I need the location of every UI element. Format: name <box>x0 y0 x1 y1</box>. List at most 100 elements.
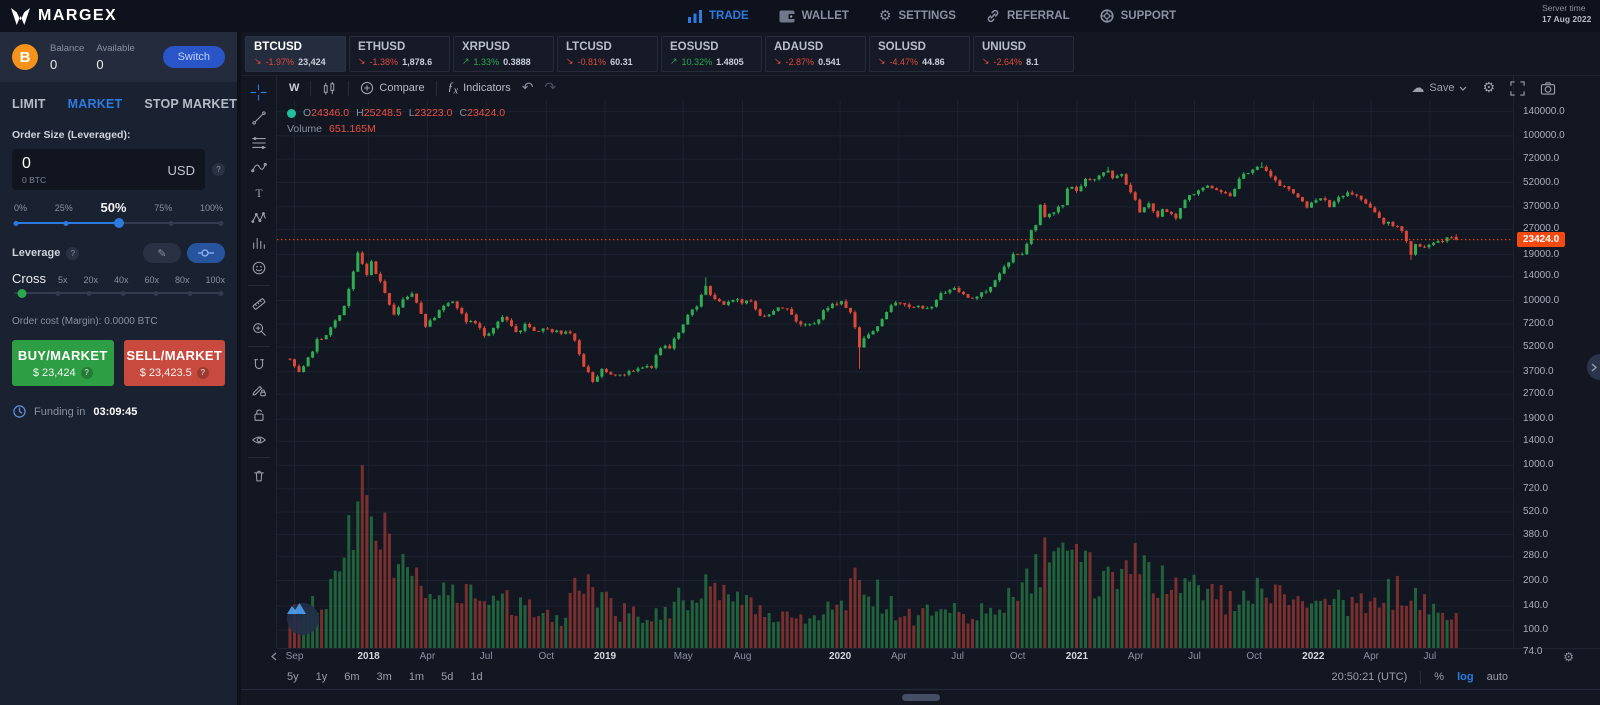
camera-icon[interactable] <box>1540 81 1556 95</box>
order-size-input[interactable]: 0 0 BTC USD <box>12 149 205 190</box>
lock-all-icon[interactable] <box>246 403 272 426</box>
market-tab-ltcusd[interactable]: LTCUSD ↘ -0.81% 60.31 <box>557 35 658 72</box>
percent-mark-0[interactable]: 0% <box>14 202 28 213</box>
leverage-mark-80x[interactable]: 80x <box>174 275 190 285</box>
order-tab-limit[interactable]: LIMIT <box>12 97 46 111</box>
range-button-6m[interactable]: 6m <box>344 671 360 683</box>
nav-item-wallet[interactable]: WALLET <box>779 10 849 23</box>
leverage-edit-button[interactable]: ✎ <box>143 243 181 263</box>
leverage-slider[interactable] <box>14 286 224 300</box>
timeframe-button[interactable]: W <box>289 82 300 94</box>
nav-item-settings[interactable]: ⚙ SETTINGS <box>878 8 956 24</box>
leverage-tick-40x[interactable] <box>120 290 126 296</box>
percent-tick-25[interactable] <box>63 220 69 226</box>
indicators-button[interactable]: ƒx Indicators <box>447 79 511 97</box>
ruler-icon[interactable] <box>246 292 272 315</box>
market-tab-btcusd[interactable]: BTCUSD ↘ -1.97% 23,424 <box>245 35 346 72</box>
percent-mark-50[interactable]: 50% <box>100 200 127 215</box>
range-button-1y[interactable]: 1y <box>315 671 328 683</box>
range-button-1m[interactable]: 1m <box>408 671 425 683</box>
nav-item-referral[interactable]: REFERRAL <box>986 9 1070 23</box>
time-axis[interactable]: ⚙ Sep 2018 Apr Jul Oct 2019 May Aug 2020 Apr Jul Oc… <box>271 648 1600 665</box>
auto-scale-button[interactable]: auto <box>1486 671 1508 683</box>
percent-tick-100[interactable] <box>218 220 224 226</box>
leverage-slider-track[interactable] <box>14 292 223 294</box>
order-tab-market[interactable]: MARKET <box>67 97 123 111</box>
magnet-icon[interactable] <box>246 353 272 376</box>
nav-item-support[interactable]: SUPPORT <box>1100 9 1176 23</box>
candle-style-button[interactable] <box>322 81 337 96</box>
margex-logo[interactable]: MARGEX <box>10 7 117 26</box>
nav-item-trade[interactable]: TRADE <box>688 9 749 23</box>
leverage-tick-60x[interactable] <box>153 290 159 296</box>
buy-help-icon[interactable]: ? <box>80 366 93 379</box>
curve-tool-icon[interactable] <box>246 156 272 179</box>
log-scale-button[interactable]: log <box>1457 671 1474 683</box>
price-axis[interactable]: 23424.0 140000.0 100000.0 72000.0 52000.0 37… <box>1513 76 1600 657</box>
text-tool-icon[interactable]: T <box>246 181 272 204</box>
market-tab-ethusd[interactable]: ETHUSD ↘ -1.38% 1,878.6 <box>349 35 450 72</box>
chart-scrollbar-handle[interactable] <box>901 694 940 701</box>
switch-button[interactable]: Switch <box>162 46 225 68</box>
percent-slider-handle[interactable] <box>113 218 124 228</box>
chart-canvas[interactable]: O24346.0 H25248.5 L23223.0 C23424.0 Volu… <box>277 100 1513 648</box>
order-tab-stop-market[interactable]: STOP MARKET <box>144 97 238 111</box>
fib-retracement-icon[interactable] <box>246 131 272 154</box>
leverage-mark-5x[interactable]: 5x <box>57 275 68 285</box>
xabcd-pattern-icon[interactable] <box>246 206 272 229</box>
leverage-mark-20x[interactable]: 20x <box>83 275 98 285</box>
price-tick: 140000.0 <box>1523 105 1565 117</box>
leverage-tick-100x[interactable] <box>218 290 224 296</box>
price-tick: 1900.0 <box>1523 413 1554 425</box>
leverage-slider-handle[interactable] <box>17 288 27 298</box>
drawing-lock-icon[interactable] <box>246 378 272 401</box>
range-button-5y[interactable]: 5y <box>287 671 299 683</box>
sell-market-button[interactable]: SELL/MARKET $ 23,423.5? <box>123 340 225 386</box>
scroll-left-chevron[interactable] <box>271 652 277 664</box>
percent-tick-75[interactable] <box>168 220 174 226</box>
leverage-mark-100x[interactable]: 100x <box>205 275 225 285</box>
time-axis-gear-icon[interactable]: ⚙ <box>1563 650 1574 664</box>
percent-scale-button[interactable]: % <box>1434 671 1445 683</box>
market-tab-eosusd[interactable]: EOSUSD ↗ 10.32% 1.4805 <box>661 35 762 72</box>
percent-mark-25[interactable]: 25% <box>54 202 73 213</box>
percent-mark-75[interactable]: 75% <box>154 202 173 213</box>
forecast-tool-icon[interactable] <box>246 231 272 254</box>
leverage-mark-60x[interactable]: 60x <box>144 275 159 285</box>
emoji-tool-icon[interactable] <box>246 256 272 279</box>
leverage-slider-toggle[interactable] <box>187 243 225 263</box>
leverage-mark-40x[interactable]: 40x <box>113 275 129 285</box>
market-tab-xrpusd[interactable]: XRPUSD ↗ 1.33% 0.3888 <box>453 35 554 72</box>
leverage-tick-5x[interactable] <box>55 290 61 296</box>
fullscreen-icon[interactable] <box>1510 80 1525 96</box>
percent-tick-0[interactable] <box>13 220 19 226</box>
hide-drawings-icon[interactable] <box>246 428 272 451</box>
range-button-5d[interactable]: 5d <box>441 671 454 683</box>
crosshair-icon[interactable] <box>246 81 272 104</box>
compare-button[interactable]: Compare <box>360 81 425 95</box>
leverage-help-icon[interactable]: ? <box>66 246 80 260</box>
market-tab-adausd[interactable]: ADAUSD ↘ -2.87% 0.541 <box>765 35 866 72</box>
utc-clock[interactable]: 20:50:21 (UTC) <box>1331 671 1408 683</box>
save-layout-button[interactable]: ☁ Save <box>1411 81 1467 96</box>
change-percent: 1.33% <box>473 56 500 67</box>
chart-settings-gear-icon[interactable]: ⚙ <box>1482 80 1495 96</box>
undo-icon[interactable]: ↶ <box>521 80 534 96</box>
sell-help-icon[interactable]: ? <box>196 366 209 379</box>
percent-slider[interactable] <box>13 216 224 230</box>
range-button-1d[interactable]: 1d <box>470 671 483 683</box>
redo-icon[interactable]: ↷ <box>544 80 557 96</box>
market-tab-uniusd[interactable]: UNIUSD ↘ -2.64% 8.1 <box>973 35 1074 72</box>
percent-mark-100[interactable]: 100% <box>199 202 223 213</box>
trend-line-icon[interactable] <box>246 106 272 129</box>
trash-icon[interactable] <box>246 464 272 487</box>
leverage-mode[interactable]: Cross <box>12 271 46 286</box>
buy-market-button[interactable]: BUY/MARKET $ 23,424? <box>12 340 114 386</box>
expand-panel-chevron[interactable] <box>1587 354 1600 380</box>
zoom-in-icon[interactable] <box>246 317 272 340</box>
market-tab-solusd[interactable]: SOLUSD ↘ -4.47% 44.86 <box>869 35 970 72</box>
leverage-tick-80x[interactable] <box>187 290 193 296</box>
leverage-tick-20x[interactable] <box>86 290 92 296</box>
range-button-3m[interactable]: 3m <box>376 671 392 683</box>
order-size-help-icon[interactable]: ? <box>212 163 225 176</box>
